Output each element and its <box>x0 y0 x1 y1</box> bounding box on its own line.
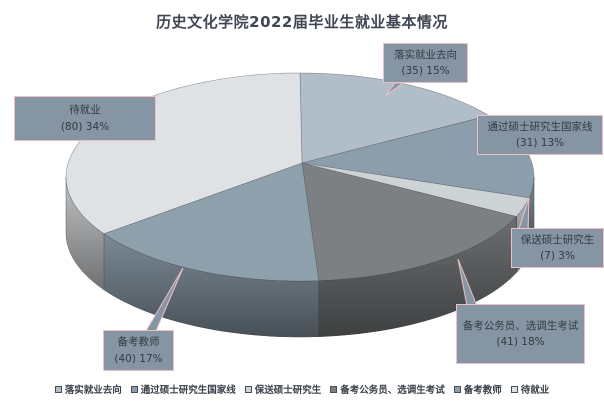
callout-label: 备考教师 <box>117 336 160 349</box>
legend-label: 落实就业去向 <box>64 385 122 396</box>
legend-item[interactable]: 落实就业去向 <box>54 382 122 396</box>
legend-item[interactable]: 备考教师 <box>453 382 502 396</box>
callout-label: 落实就业去向 <box>394 48 457 61</box>
legend-marker-swatch <box>130 385 138 393</box>
callout-box[interactable]: 通过硕士研究生国家线 (31) 13% <box>477 115 603 155</box>
callout-value: (80) 34% <box>60 120 110 133</box>
callout-label: 保送硕士研究生 <box>520 233 595 246</box>
callout-value: (31) 13% <box>515 137 565 149</box>
legend-label: 备考公务员、选调生考试 <box>340 385 445 396</box>
legend-marker-swatch <box>244 385 252 393</box>
legend-item[interactable]: 备考公务员、选调生考试 <box>330 382 445 396</box>
callout-box[interactable]: 保送硕士研究生 (7) 3% <box>511 228 604 268</box>
callout-value: (41) 18% <box>496 336 545 348</box>
callout-label: 通过硕士研究生国家线 <box>487 120 593 133</box>
callout-box[interactable]: 落实就业去向 (35) 15% <box>383 43 468 83</box>
callout-label: 备考公务员、选调生考试 <box>462 319 579 332</box>
pie-slice[interactable] <box>301 162 518 282</box>
callout-box[interactable]: 待就业 (80) 34% <box>14 96 156 141</box>
legend-item[interactable]: 保送硕士研究生 <box>244 382 322 396</box>
pie-slice[interactable] <box>299 72 490 164</box>
callout-value: (7) 3% <box>540 250 575 262</box>
chart-title[interactable]: 历史文化学院2022届毕业生就业基本情况 <box>156 13 448 31</box>
callout-box[interactable]: 备考教师 (40) 17% <box>103 330 174 371</box>
callout-box[interactable]: 备考公务员、选调生考试 (41) 18% <box>456 304 585 364</box>
legend-label: 保送硕士研究生 <box>254 385 322 396</box>
callout-label: 待就业 <box>69 104 101 117</box>
legend-item[interactable]: 待就业 <box>510 382 550 396</box>
legend-marker-swatch <box>453 385 461 393</box>
legend-label: 待就业 <box>520 385 550 396</box>
callout-value: (40) 17% <box>114 352 163 365</box>
chart-legend: 落实就业去向 通过硕士研究生国家线 保送硕士研究生 备考公务员、选调生考试 备考教师 待就… <box>0 382 604 396</box>
legend-marker-swatch <box>510 385 518 393</box>
legend-label: 通过硕士研究生国家线 <box>140 385 236 396</box>
legend-marker-swatch <box>330 385 338 393</box>
legend-item[interactable]: 通过硕士研究生国家线 <box>130 382 236 396</box>
callout-leader <box>385 82 405 96</box>
pie-slice[interactable] <box>103 162 320 282</box>
legend-marker-swatch <box>54 385 62 393</box>
legend-label: 备考教师 <box>463 385 502 396</box>
callout-value: (35) 15% <box>401 65 450 77</box>
